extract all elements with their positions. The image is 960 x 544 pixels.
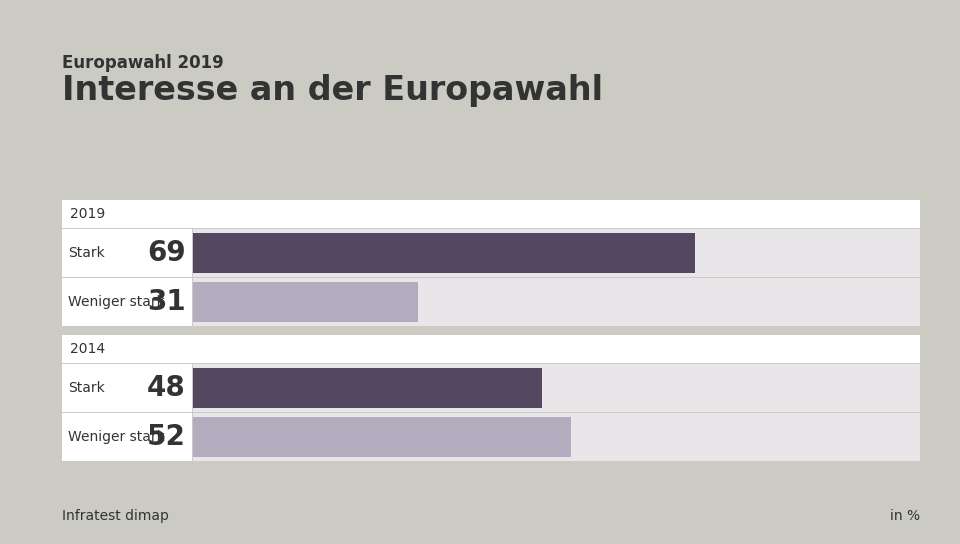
Bar — [193, 413, 920, 461]
Text: Europawahl 2019: Europawahl 2019 — [62, 54, 224, 72]
Bar — [193, 364, 920, 412]
Text: 31: 31 — [148, 288, 186, 316]
Text: 48: 48 — [147, 374, 186, 402]
Bar — [62, 229, 192, 277]
Bar — [62, 278, 192, 326]
Text: in %: in % — [890, 509, 920, 523]
Bar — [193, 368, 542, 408]
Text: 52: 52 — [147, 423, 186, 451]
Bar — [62, 413, 192, 461]
Text: Weniger stark: Weniger stark — [68, 295, 165, 309]
Text: Stark: Stark — [68, 381, 105, 395]
Text: Infratest dimap: Infratest dimap — [62, 509, 169, 523]
Bar — [193, 282, 419, 322]
Text: 2019: 2019 — [70, 207, 106, 221]
Text: 2014: 2014 — [70, 342, 106, 356]
Text: Stark: Stark — [68, 246, 105, 260]
Bar — [62, 364, 192, 412]
Bar — [193, 229, 920, 277]
Bar — [193, 233, 695, 273]
Text: Weniger stark: Weniger stark — [68, 430, 165, 444]
Bar — [193, 278, 920, 326]
Bar — [193, 417, 571, 457]
Bar — [62, 335, 920, 363]
Bar — [62, 200, 920, 228]
Text: Interesse an der Europawahl: Interesse an der Europawahl — [62, 74, 603, 107]
Text: 69: 69 — [148, 239, 186, 267]
